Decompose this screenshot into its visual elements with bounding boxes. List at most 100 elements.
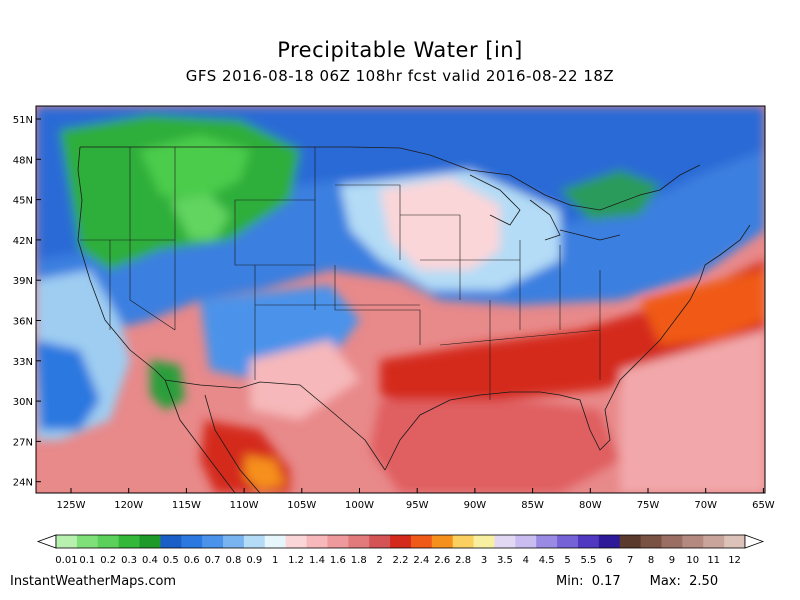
colorbar-high-arrow xyxy=(744,534,765,549)
colorbar-label: 8 xyxy=(648,555,654,566)
colorbar-label: 9 xyxy=(669,555,675,566)
min-max-readout: Min: 0.17 Max: 2.50 xyxy=(556,574,718,589)
lat-label: 36N xyxy=(13,317,33,328)
colorbar-swatch xyxy=(223,535,245,548)
colorbar-label: 0.3 xyxy=(121,555,137,566)
colorbar-swatch xyxy=(452,535,475,548)
great-lakes xyxy=(469,174,621,241)
colorbar-low-arrow xyxy=(36,534,57,549)
colorbar-label: 2.4 xyxy=(413,555,429,566)
colorbar-swatch xyxy=(264,535,287,548)
baja-california xyxy=(164,379,261,493)
colorbar-swatch xyxy=(557,535,579,548)
colorbar-swatch xyxy=(97,535,120,548)
colorbar-label: 6 xyxy=(606,555,612,566)
colorbar-swatch xyxy=(118,535,141,548)
lon-label: 110W xyxy=(230,500,259,511)
colorbar-label: 0.6 xyxy=(184,555,200,566)
colorbar-swatch xyxy=(327,535,349,548)
lat-label: 39N xyxy=(13,276,33,287)
colorbar-swatch xyxy=(431,535,454,548)
lon-label: 85W xyxy=(521,500,544,511)
colorbar-label: 1.4 xyxy=(309,555,325,566)
lat-label: 45N xyxy=(13,196,33,207)
lon-label: 80W xyxy=(579,500,602,511)
colorbar-swatch xyxy=(598,535,621,548)
colorbar-label: 10 xyxy=(686,555,699,566)
colorbar-swatch xyxy=(243,535,266,548)
colorbar-swatch xyxy=(160,535,182,548)
colorbar-swatch xyxy=(515,535,537,548)
colorbar-label: 0.4 xyxy=(142,555,158,566)
colorbar-swatch xyxy=(410,535,433,548)
colorbar-swatch xyxy=(473,535,495,548)
min-label: Min: xyxy=(556,574,584,589)
lon-label: 100W xyxy=(345,500,374,511)
us-canada-border xyxy=(80,146,701,211)
lat-label: 48N xyxy=(13,155,33,166)
colorbar-swatch xyxy=(640,535,662,548)
lon-label: 95W xyxy=(406,500,429,511)
colorbar-label: 4 xyxy=(523,555,529,566)
colorbar-label: 0.5 xyxy=(163,555,179,566)
colorbar-swatch xyxy=(494,535,516,548)
colorbar-label: 4.5 xyxy=(539,555,555,566)
map-frame xyxy=(35,105,766,494)
lat-label: 51N xyxy=(13,115,33,126)
map-subtitle: GFS 2016-08-18 06Z 108hr fcst valid 2016… xyxy=(185,67,615,85)
lon-label: 90W xyxy=(464,500,487,511)
colorbar-label: 1.8 xyxy=(351,555,367,566)
map-title: Precipitable Water [in] xyxy=(277,38,523,62)
lat-label: 33N xyxy=(13,357,33,368)
min-value: 0.17 xyxy=(591,574,621,589)
colorbar-swatch xyxy=(202,535,224,548)
colorbar-label: 1.6 xyxy=(330,555,346,566)
lon-label: 125W xyxy=(57,500,86,511)
moisture-field xyxy=(36,106,765,493)
colorbar-swatch xyxy=(56,535,78,548)
max-value: 2.50 xyxy=(689,574,719,589)
colorbar-label: 0.01 xyxy=(55,555,77,566)
site-credit: InstantWeatherMaps.com xyxy=(10,574,177,589)
colorbar-label: 0.1 xyxy=(79,555,95,566)
colorbar-swatch xyxy=(390,535,412,548)
colorbar-swatch xyxy=(181,535,203,548)
colorbar-label: 11 xyxy=(707,555,720,566)
lon-label: 65W xyxy=(752,500,775,511)
colorbar-label: 2.2 xyxy=(393,555,409,566)
latitude-labels: 51N 48N 45N 42N 39N 36N 33N 30N 27N 24N xyxy=(13,115,41,489)
colorbar-label: 1 xyxy=(272,555,278,566)
colorbar-swatch xyxy=(536,535,558,548)
colorbar-swatch xyxy=(348,535,370,548)
state-lines xyxy=(80,147,601,400)
colorbar-label: 5 xyxy=(564,555,570,566)
colorbar-swatch xyxy=(285,535,308,548)
colorbar-label: 3 xyxy=(481,555,487,566)
colorbar-label: 2.6 xyxy=(434,555,450,566)
state-borders xyxy=(77,146,751,493)
colorbar-swatch xyxy=(76,535,99,548)
colorbar-label: 0.9 xyxy=(246,555,262,566)
colorbar-swatch xyxy=(619,535,642,548)
colorbar-label: 2.8 xyxy=(455,555,471,566)
colorbar-label: 0.7 xyxy=(205,555,221,566)
west-coastline xyxy=(77,146,166,381)
colorbar-label: 0.2 xyxy=(100,555,116,566)
colorbar-label: 12 xyxy=(728,555,741,566)
lat-label: 30N xyxy=(13,397,33,408)
colorbar-swatch xyxy=(369,535,391,548)
lon-label: 70W xyxy=(694,500,717,511)
us-mexico-border xyxy=(164,379,386,471)
colorbar-swatch xyxy=(577,535,600,548)
colorbar-label: 2 xyxy=(376,555,382,566)
lat-label: 24N xyxy=(13,478,33,489)
colorbar-label: 3.5 xyxy=(497,555,513,566)
lon-label: 115W xyxy=(172,500,201,511)
colorbar-swatch xyxy=(139,535,161,548)
colorbar-label: 0.8 xyxy=(226,555,242,566)
lon-label: 120W xyxy=(114,500,143,511)
colorbar-swatch xyxy=(724,535,746,548)
lon-label: 105W xyxy=(287,500,316,511)
colorbar-swatch xyxy=(306,535,328,548)
